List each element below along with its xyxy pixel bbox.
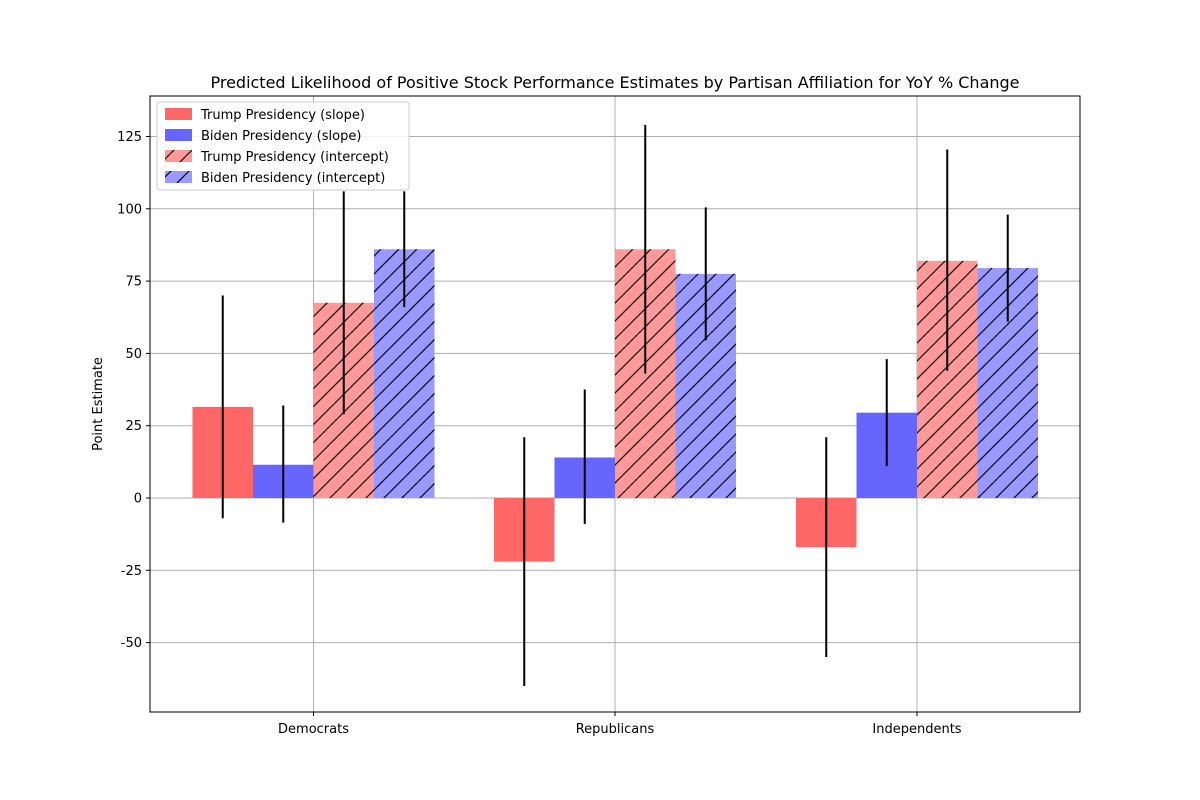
error-bars: [221, 124, 1009, 686]
legend-box: [156, 101, 410, 191]
y-tick-label: 75: [125, 275, 142, 290]
axis-ticks: -50 -25 0 25 50 75 100 125 Democrats Republicans I…: [117, 130, 962, 737]
legend: Trump Presidency (slope) Biden Presidency…: [156, 101, 410, 191]
legend-swatch-hatch: [165, 150, 192, 162]
x-tick-label: Democrats: [278, 722, 349, 737]
y-tick-label: 25: [125, 419, 142, 434]
y-tick-label: -25: [121, 564, 142, 579]
y-tick-label: 0: [134, 491, 142, 506]
legend-label: Biden Presidency (slope): [201, 129, 361, 144]
legend-label: Trump Presidency (intercept): [200, 150, 389, 165]
y-tick-label: 100: [117, 202, 142, 217]
y-tick-label: 125: [117, 130, 142, 145]
legend-swatch: [165, 129, 192, 141]
x-tick-label: Independents: [872, 722, 961, 737]
chart-title: Predicted Likelihood of Positive Stock P…: [210, 73, 1019, 92]
y-tick-label: 50: [125, 347, 142, 362]
legend-swatch-hatch: [165, 171, 192, 183]
legend-label: Trump Presidency (slope): [200, 108, 365, 123]
y-axis-title: Point Estimate: [91, 357, 106, 451]
y-tick-label: -50: [121, 636, 142, 651]
legend-swatch: [165, 108, 192, 120]
legend-label: Biden Presidency (intercept): [201, 171, 385, 186]
x-tick-label: Republicans: [576, 722, 655, 737]
